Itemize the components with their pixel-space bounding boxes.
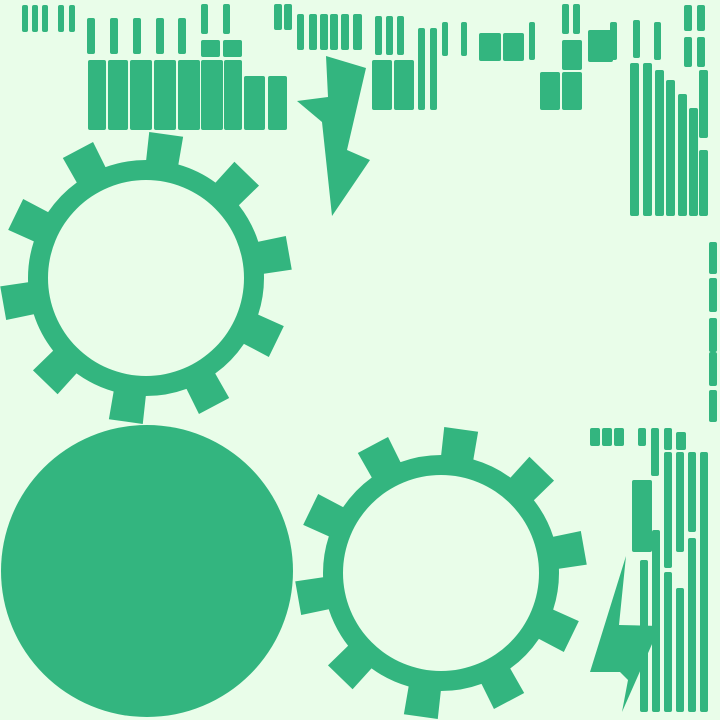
bar [503, 33, 524, 61]
bar [110, 18, 118, 54]
bar [375, 16, 382, 55]
bar [133, 18, 141, 54]
bar [268, 76, 287, 130]
bar [22, 5, 28, 32]
bar [178, 18, 186, 54]
bar [676, 432, 686, 450]
bar [709, 318, 717, 352]
bar [633, 20, 640, 58]
bar [632, 480, 652, 552]
lightning-bolt-top [297, 56, 370, 216]
bar [430, 28, 437, 110]
bar [562, 4, 569, 34]
bar [297, 14, 304, 50]
bar [442, 22, 448, 56]
bar [201, 60, 223, 130]
bar [664, 572, 672, 712]
bar [643, 63, 652, 216]
bar [353, 14, 362, 50]
bar [699, 150, 708, 216]
bar [688, 538, 696, 712]
bar [610, 22, 617, 60]
bar [224, 60, 242, 130]
gear-top-left [0, 132, 292, 424]
bar [655, 70, 664, 216]
bar [309, 14, 317, 50]
bar [638, 428, 646, 446]
bar [156, 18, 164, 54]
bar [32, 5, 38, 32]
bar [614, 428, 624, 446]
bar [640, 560, 648, 712]
bar [688, 452, 696, 532]
bar [330, 14, 338, 50]
shape-layer [0, 4, 717, 719]
bar [652, 530, 660, 712]
bar [223, 40, 242, 57]
bar [684, 37, 692, 67]
bar [69, 5, 75, 32]
bar [678, 94, 687, 216]
bar [529, 22, 535, 60]
bar [223, 4, 230, 34]
bar [709, 278, 717, 312]
solid-circle [1, 425, 293, 717]
lightning-bolt-bottom [590, 556, 660, 712]
bar [676, 452, 684, 552]
bar [58, 5, 64, 32]
bar [697, 37, 705, 67]
bar [689, 108, 698, 216]
bar [562, 72, 582, 110]
bar [651, 428, 659, 476]
bar [274, 4, 282, 30]
bar [540, 72, 560, 110]
bar [386, 16, 393, 55]
bar [709, 242, 717, 274]
bar [590, 428, 600, 446]
bar [178, 60, 200, 130]
bar [201, 4, 208, 34]
bar [394, 60, 414, 110]
bar [684, 5, 692, 31]
bar [341, 14, 349, 50]
bar [154, 60, 176, 130]
bar [461, 22, 467, 56]
bar [284, 4, 292, 30]
bar [666, 80, 675, 216]
bar [130, 60, 152, 130]
bar [42, 5, 48, 32]
bar [664, 428, 672, 450]
bar [676, 588, 684, 712]
bar [654, 22, 661, 60]
bar [562, 40, 582, 70]
bar [630, 63, 639, 216]
bar [372, 60, 392, 110]
gear-bottom-middle [295, 427, 587, 719]
bar [87, 18, 95, 54]
bar [699, 70, 708, 138]
bar [697, 5, 705, 31]
bar [588, 30, 613, 62]
bar [602, 428, 612, 446]
bar [479, 33, 501, 61]
bar [418, 28, 425, 110]
bar [700, 452, 708, 712]
bar [709, 352, 717, 386]
bar [573, 4, 580, 34]
bar [664, 452, 672, 568]
bar [201, 40, 220, 57]
bar [709, 390, 717, 422]
bar [88, 60, 106, 130]
bar [320, 14, 328, 50]
bar [108, 60, 128, 130]
bar [397, 16, 404, 55]
bar [244, 76, 265, 130]
